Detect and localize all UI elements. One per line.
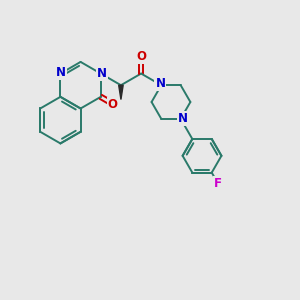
- Polygon shape: [119, 85, 123, 100]
- Text: N: N: [155, 76, 165, 90]
- Text: O: O: [136, 50, 146, 63]
- Text: O: O: [108, 98, 118, 111]
- Text: N: N: [178, 112, 188, 125]
- Text: F: F: [214, 177, 222, 190]
- Text: N: N: [97, 67, 107, 80]
- Text: N: N: [56, 66, 66, 79]
